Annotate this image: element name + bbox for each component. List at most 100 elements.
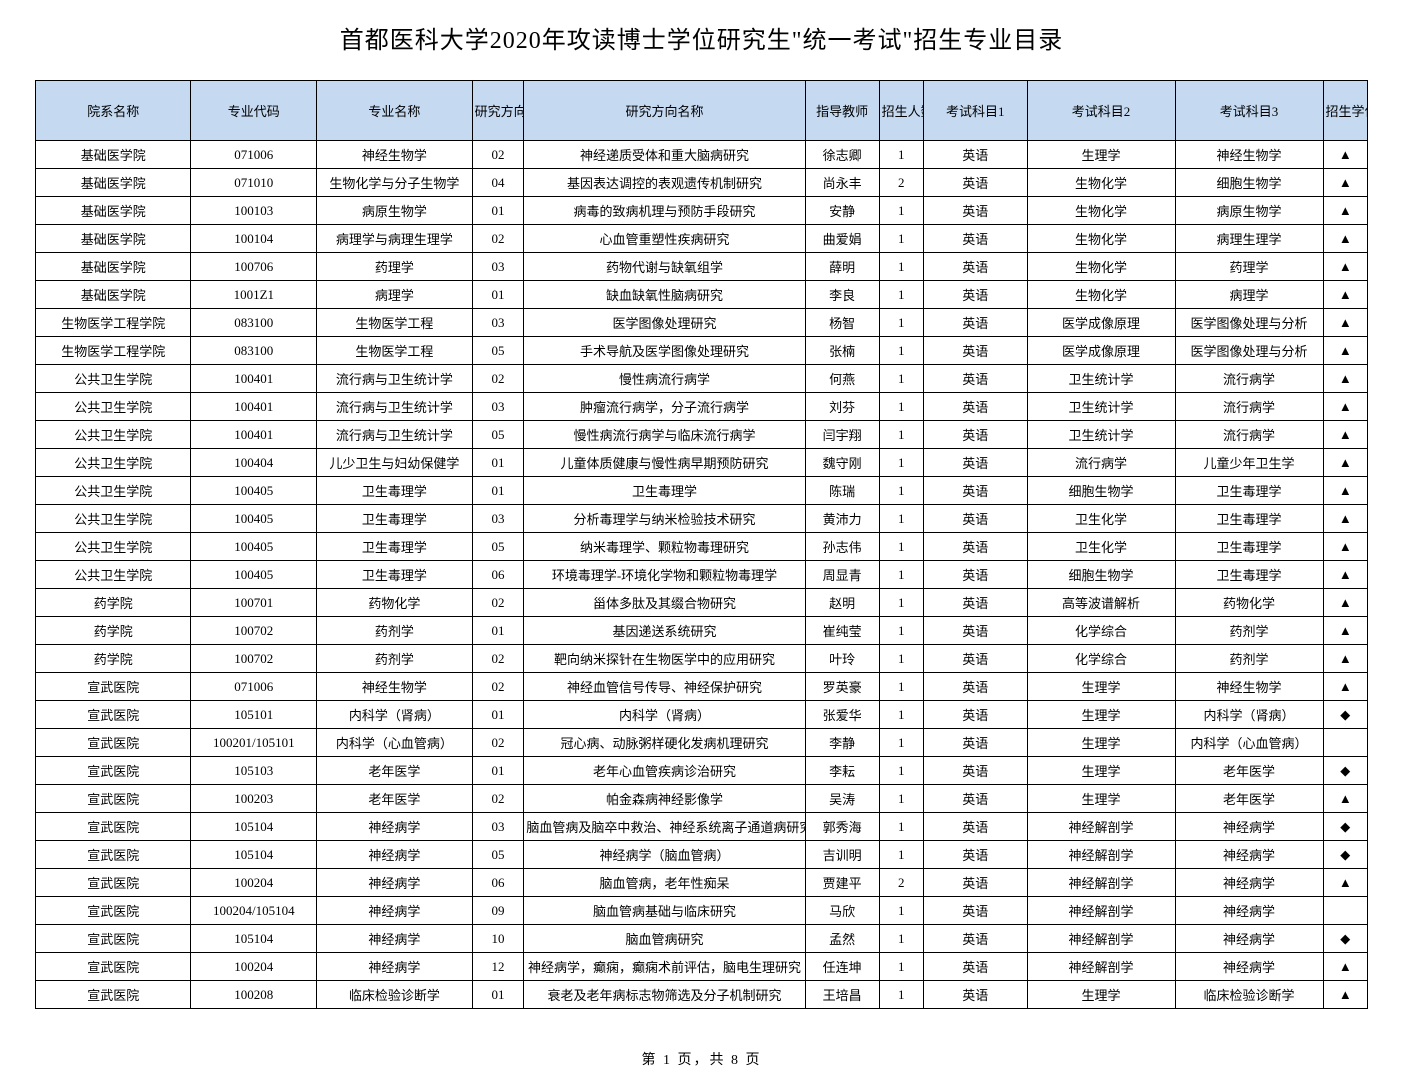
table-cell: 李耘: [805, 757, 879, 785]
table-cell: 临床检验诊断学: [1175, 981, 1323, 1009]
table-cell: 英语: [923, 141, 1027, 169]
table-cell: 医学成像原理: [1027, 337, 1175, 365]
table-row: 生物医学工程学院083100生物医学工程03医学图像处理研究杨智1英语医学成像原…: [36, 309, 1368, 337]
table-cell: 英语: [923, 785, 1027, 813]
table-cell: 1: [879, 953, 923, 981]
table-cell: ◆: [1323, 841, 1367, 869]
table-cell: 卫生毒理学: [317, 505, 472, 533]
table-cell: 神经病学: [317, 813, 472, 841]
table-row: 公共卫生学院100405卫生毒理学05纳米毒理学、颗粒物毒理研究孙志伟1英语卫生…: [36, 533, 1368, 561]
table-cell: 儿少卫生与妇幼保健学: [317, 449, 472, 477]
table-cell: 神经病学: [317, 897, 472, 925]
table-cell: 卫生化学: [1027, 533, 1175, 561]
table-cell: 100208: [191, 981, 317, 1009]
table-cell: 神经解剖学: [1027, 841, 1175, 869]
table-cell: 英语: [923, 309, 1027, 337]
table-cell: 105104: [191, 925, 317, 953]
col-header-subj1: 考试科目1: [923, 81, 1027, 141]
col-header-subj2: 考试科目2: [1027, 81, 1175, 141]
table-cell: 脑血管病，老年性痴呆: [524, 869, 805, 897]
table-cell: 老年心血管疾病诊治研究: [524, 757, 805, 785]
table-cell: 卫生毒理学: [317, 477, 472, 505]
table-cell: 100204: [191, 869, 317, 897]
admissions-table: 院系名称 专业代码 专业名称 研究方向代码 研究方向名称 指导教师 招生人数 考…: [35, 80, 1368, 1009]
table-cell: 药理学: [317, 253, 472, 281]
table-cell: [1323, 729, 1367, 757]
table-cell: 神经生物学: [317, 141, 472, 169]
table-row: 基础医学院100104病理学与病理生理学02心血管重塑性疾病研究曲爱娟1英语生物…: [36, 225, 1368, 253]
table-cell: 李静: [805, 729, 879, 757]
table-cell: 100203: [191, 785, 317, 813]
table-cell: 生物医学工程学院: [36, 309, 191, 337]
table-cell: ▲: [1323, 477, 1367, 505]
table-cell: 药物代谢与缺氧组学: [524, 253, 805, 281]
table-cell: 英语: [923, 169, 1027, 197]
table-cell: 闫宇翔: [805, 421, 879, 449]
table-row: 基础医学院100103病原生物学01病毒的致病机理与预防手段研究安静1英语生物化…: [36, 197, 1368, 225]
table-cell: 卫生统计学: [1027, 365, 1175, 393]
table-cell: 神经解剖学: [1027, 869, 1175, 897]
table-cell: 05: [472, 533, 524, 561]
table-cell: 02: [472, 645, 524, 673]
table-cell: 临床检验诊断学: [317, 981, 472, 1009]
table-cell: 03: [472, 505, 524, 533]
table-cell: 02: [472, 785, 524, 813]
table-cell: 基础医学院: [36, 197, 191, 225]
table-cell: 100405: [191, 505, 317, 533]
table-cell: 生理学: [1027, 141, 1175, 169]
table-cell: 药学院: [36, 589, 191, 617]
table-cell: 英语: [923, 673, 1027, 701]
table-row: 宣武医院100204神经病学06脑血管病，老年性痴呆贾建平2英语神经解剖学神经病…: [36, 869, 1368, 897]
table-cell: 1: [879, 281, 923, 309]
table-cell: 神经病学（脑血管病）: [524, 841, 805, 869]
table-cell: ◆: [1323, 757, 1367, 785]
table-cell: 100706: [191, 253, 317, 281]
table-cell: 卫生毒理学: [524, 477, 805, 505]
table-cell: 10: [472, 925, 524, 953]
table-cell: 王培昌: [805, 981, 879, 1009]
table-cell: 药物化学: [317, 589, 472, 617]
table-row: 公共卫生学院100405卫生毒理学06环境毒理学-环境化学物和颗粒物毒理学周显青…: [36, 561, 1368, 589]
table-cell: 神经生物学: [317, 673, 472, 701]
table-cell: 病毒的致病机理与预防手段研究: [524, 197, 805, 225]
table-cell: 生物化学: [1027, 253, 1175, 281]
table-row: 药学院100702药剂学01基因递送系统研究崔纯莹1英语化学综合药剂学▲: [36, 617, 1368, 645]
table-cell: 02: [472, 673, 524, 701]
table-cell: 生物化学: [1027, 197, 1175, 225]
table-cell: 卫生毒理学: [317, 561, 472, 589]
table-cell: 宣武医院: [36, 813, 191, 841]
table-cell: 魏守刚: [805, 449, 879, 477]
table-cell: 06: [472, 561, 524, 589]
table-cell: 药剂学: [1175, 617, 1323, 645]
table-cell: 英语: [923, 617, 1027, 645]
table-cell: 任连坤: [805, 953, 879, 981]
table-cell: ▲: [1323, 141, 1367, 169]
table-cell: 公共卫生学院: [36, 393, 191, 421]
table-cell: 医学图像处理研究: [524, 309, 805, 337]
table-cell: 英语: [923, 337, 1027, 365]
table-cell: 内科学（肾病）: [1175, 701, 1323, 729]
table-cell: 1: [879, 225, 923, 253]
table-cell: 孟然: [805, 925, 879, 953]
page-title: 首都医科大学2020年攻读博士学位研究生"统一考试"招生专业目录: [35, 20, 1368, 55]
table-cell: 105104: [191, 813, 317, 841]
table-row: 宣武医院100201/105101内科学（心血管病）02冠心病、动脉粥样硬化发病…: [36, 729, 1368, 757]
table-row: 基础医学院1001Z1病理学01缺血缺氧性脑病研究李良1英语生物化学病理学▲: [36, 281, 1368, 309]
table-cell: 03: [472, 253, 524, 281]
table-cell: 071010: [191, 169, 317, 197]
table-cell: 生理学: [1027, 673, 1175, 701]
table-cell: 儿童少年卫生学: [1175, 449, 1323, 477]
table-cell: 生物化学: [1027, 169, 1175, 197]
table-row: 公共卫生学院100401流行病与卫生统计学05慢性病流行病学与临床流行病学闫宇翔…: [36, 421, 1368, 449]
table-cell: 药物化学: [1175, 589, 1323, 617]
table-cell: 1: [879, 673, 923, 701]
col-header-type: 招生学位类型: [1323, 81, 1367, 141]
table-row: 公共卫生学院100405卫生毒理学01卫生毒理学陈瑞1英语细胞生物学卫生毒理学▲: [36, 477, 1368, 505]
table-cell: 内科学（肾病）: [524, 701, 805, 729]
table-cell: ▲: [1323, 365, 1367, 393]
col-header-dir-name: 研究方向名称: [524, 81, 805, 141]
table-cell: 02: [472, 365, 524, 393]
table-cell: 公共卫生学院: [36, 533, 191, 561]
table-cell: 赵明: [805, 589, 879, 617]
table-cell: 04: [472, 169, 524, 197]
